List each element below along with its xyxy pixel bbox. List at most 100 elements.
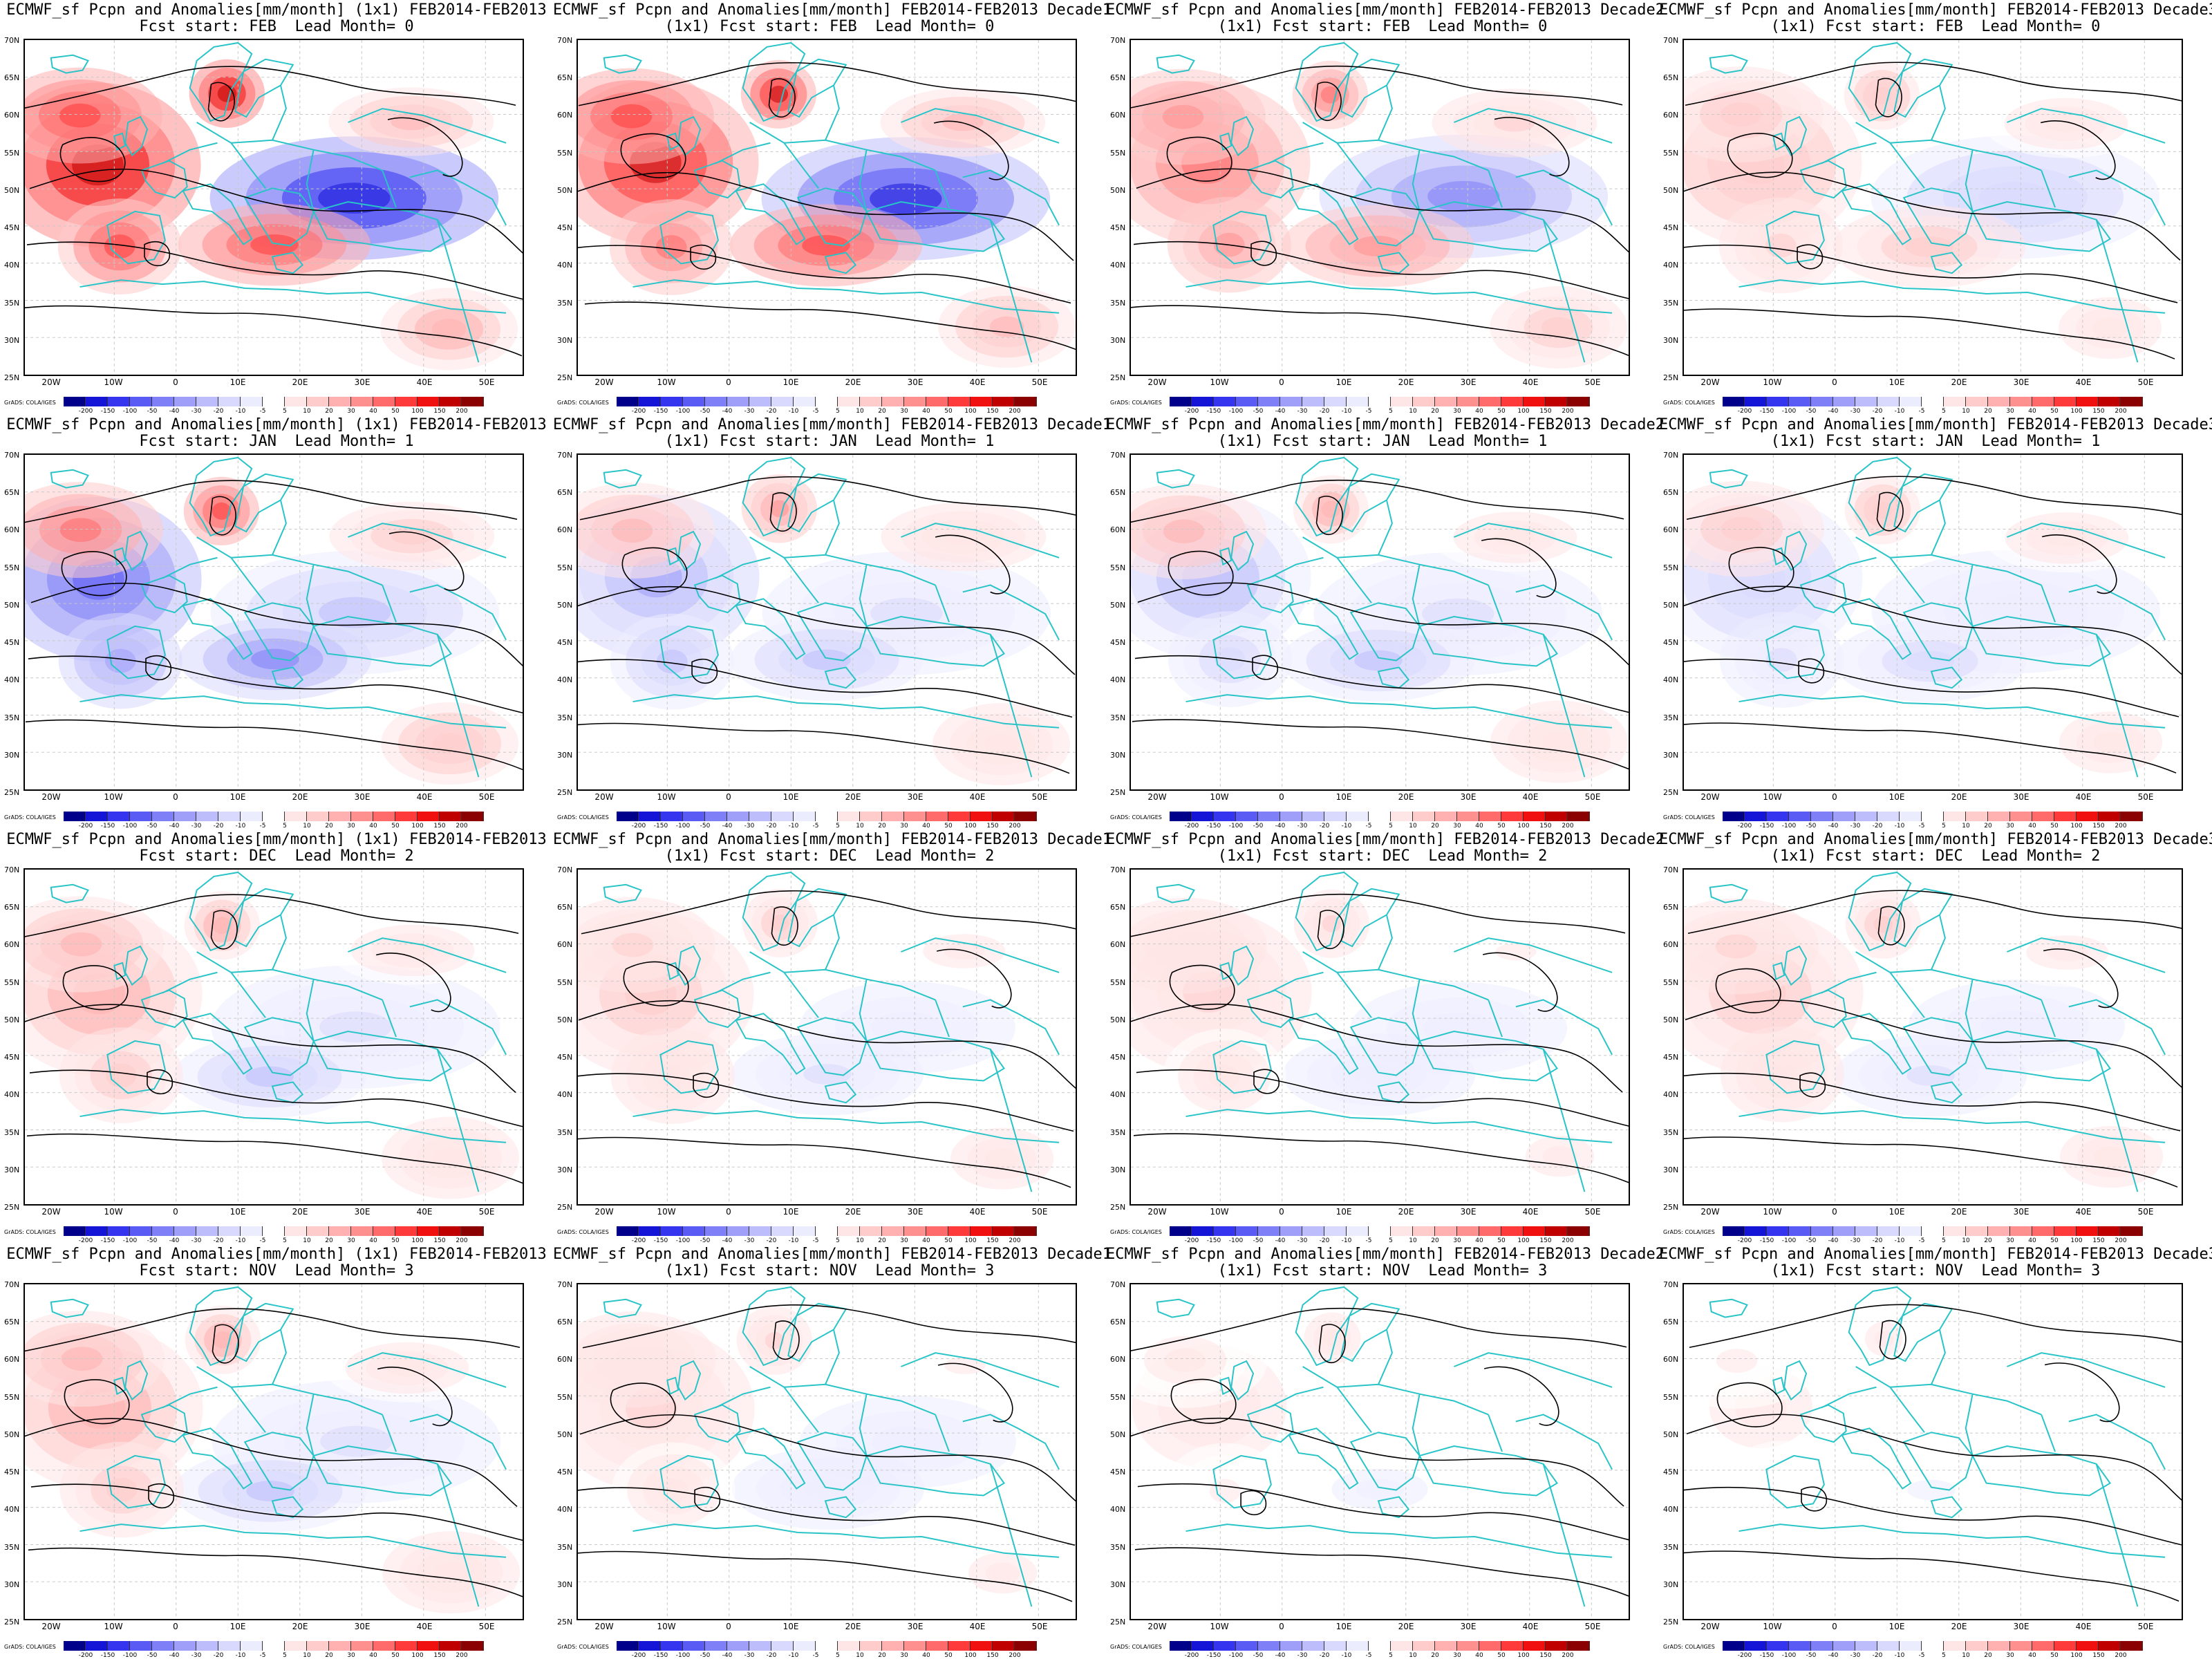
coastline: [196, 536, 266, 603]
longitude-label: 40E: [1522, 792, 1539, 802]
longitude-label: 10W: [657, 1622, 676, 1631]
coastline: [231, 1383, 383, 1416]
precip-contours: [1131, 1307, 1629, 1597]
coastline: [1302, 536, 1372, 603]
colorbar-label: 10: [856, 408, 864, 415]
colorbar-label: 200: [456, 1237, 468, 1244]
latitude-label: 30N: [1663, 335, 1679, 345]
map-panel: ECMWF_sf Pcpn and Anomalies[mm/month] FE…: [1659, 830, 2212, 1244]
coastline: [1709, 1298, 1748, 1318]
contour-line: [1315, 496, 1343, 535]
grads-credit: GrADS: COLA/IGES: [4, 1644, 56, 1650]
longitude-label: 40E: [416, 792, 433, 802]
coastline: [312, 201, 453, 252]
coastline: [693, 1404, 741, 1443]
coastline: [1772, 547, 1785, 566]
coastline: [79, 1524, 507, 1558]
latitude-label: 45N: [4, 1053, 20, 1062]
coastline: [1295, 456, 1359, 537]
coastline: [436, 634, 480, 778]
coastline: [382, 170, 397, 208]
latitude-label: 45N: [4, 1468, 20, 1477]
colorbar-swatch: [1258, 397, 1280, 406]
precip-anomaly-map: [577, 868, 1077, 1206]
anomaly-shade: [872, 1426, 944, 1458]
colorbar-label: -200: [1737, 1237, 1752, 1244]
colorbar-swatch: [1745, 812, 1767, 821]
coastline: [749, 951, 819, 1018]
colorbar-swatch: [440, 812, 462, 821]
coastline: [1295, 41, 1359, 122]
latitude-label: 60N: [4, 1355, 20, 1365]
colorbar-label: 10: [1962, 1652, 1970, 1659]
colorbar-label: -20: [213, 1237, 224, 1244]
colorbar-label: -50: [1806, 408, 1817, 415]
colorbar-swatch: [661, 397, 683, 406]
colorbar-label: 10: [1409, 823, 1417, 830]
coastline: [865, 201, 1006, 252]
contour-line: [387, 117, 463, 177]
colorbar-label: -20: [1319, 823, 1330, 830]
colorbar-swatch: [1767, 1641, 1789, 1651]
contour-line: [210, 910, 238, 950]
colorbar-swatch: [329, 397, 351, 406]
colorbar-label: -200: [1184, 408, 1199, 415]
contour-line: [1482, 952, 1558, 1012]
coastline: [1930, 1496, 1963, 1519]
colorbar-swatch: [395, 397, 418, 406]
graticule: [25, 40, 523, 375]
latitude-label: 25N: [4, 788, 20, 797]
coastline: [2068, 1414, 2166, 1470]
colorbar-swatch: [395, 1641, 418, 1651]
colorbar-label: -40: [169, 1652, 180, 1659]
colorbar-swatch: [727, 1641, 749, 1651]
anomaly-fill: [578, 474, 1071, 786]
panel-title: ECMWF_sf Pcpn and Anomalies[mm/month] FE…: [553, 1246, 1112, 1263]
longitude-label: 10E: [1335, 1207, 1352, 1217]
colorbar-label: 40: [369, 1237, 377, 1244]
colorbar-label: 100: [411, 408, 424, 415]
contour-line: [25, 1004, 516, 1093]
colorbar-swatch: [993, 1226, 1015, 1236]
colorbar-swatch: [2054, 397, 2077, 406]
coastline: [1288, 1013, 1359, 1075]
coastline: [1185, 694, 1613, 729]
contour-line: [1131, 479, 1624, 523]
latitude-label: 40N: [1663, 1505, 1679, 1515]
coastline: [1515, 1414, 1613, 1470]
colorbar-label: 40: [922, 823, 930, 830]
latitude-label: 60N: [1663, 525, 1679, 535]
contour-line: [25, 1418, 518, 1507]
colorbar-swatch: [860, 812, 882, 821]
colorbar-label: -50: [147, 408, 158, 415]
colorbar-swatch: [661, 1641, 683, 1651]
longitude-label: 10W: [1763, 377, 1782, 387]
contour-line: [26, 241, 523, 300]
colorbar-swatch: [1170, 1226, 1192, 1236]
longitude-label: 40E: [2075, 377, 2092, 387]
coastline: [2041, 585, 2056, 623]
colorbar-swatch: [948, 1641, 971, 1651]
anomaly-shade: [1494, 114, 1535, 132]
longitude-label: 10E: [1888, 792, 1905, 802]
latitude-label: 50N: [1663, 1430, 1679, 1439]
colorbar-label: 200: [1562, 1652, 1574, 1659]
latitude-label: 45N: [1110, 1468, 1126, 1477]
contour-line: [1801, 1486, 1828, 1512]
colorbar-swatch: [1767, 812, 1789, 821]
colorbar-label: 20: [325, 408, 333, 415]
longitude-label: 30E: [907, 377, 924, 387]
colorbar-label: -150: [1206, 1652, 1221, 1659]
colorbar-swatch: [2010, 812, 2032, 821]
latitude-label: 45N: [1663, 1053, 1679, 1062]
coastline: [162, 971, 218, 994]
colorbar-swatch: [1546, 1226, 1568, 1236]
anomaly-shade: [2094, 1146, 2129, 1168]
precip-anomaly-map: [24, 1283, 524, 1620]
colorbar-label: -5: [1918, 823, 1925, 830]
coastline: [272, 85, 287, 141]
coastline: [693, 574, 741, 614]
coastline: [1418, 616, 1559, 667]
latitude-label: 65N: [557, 73, 573, 83]
graticule: [1684, 455, 2182, 789]
